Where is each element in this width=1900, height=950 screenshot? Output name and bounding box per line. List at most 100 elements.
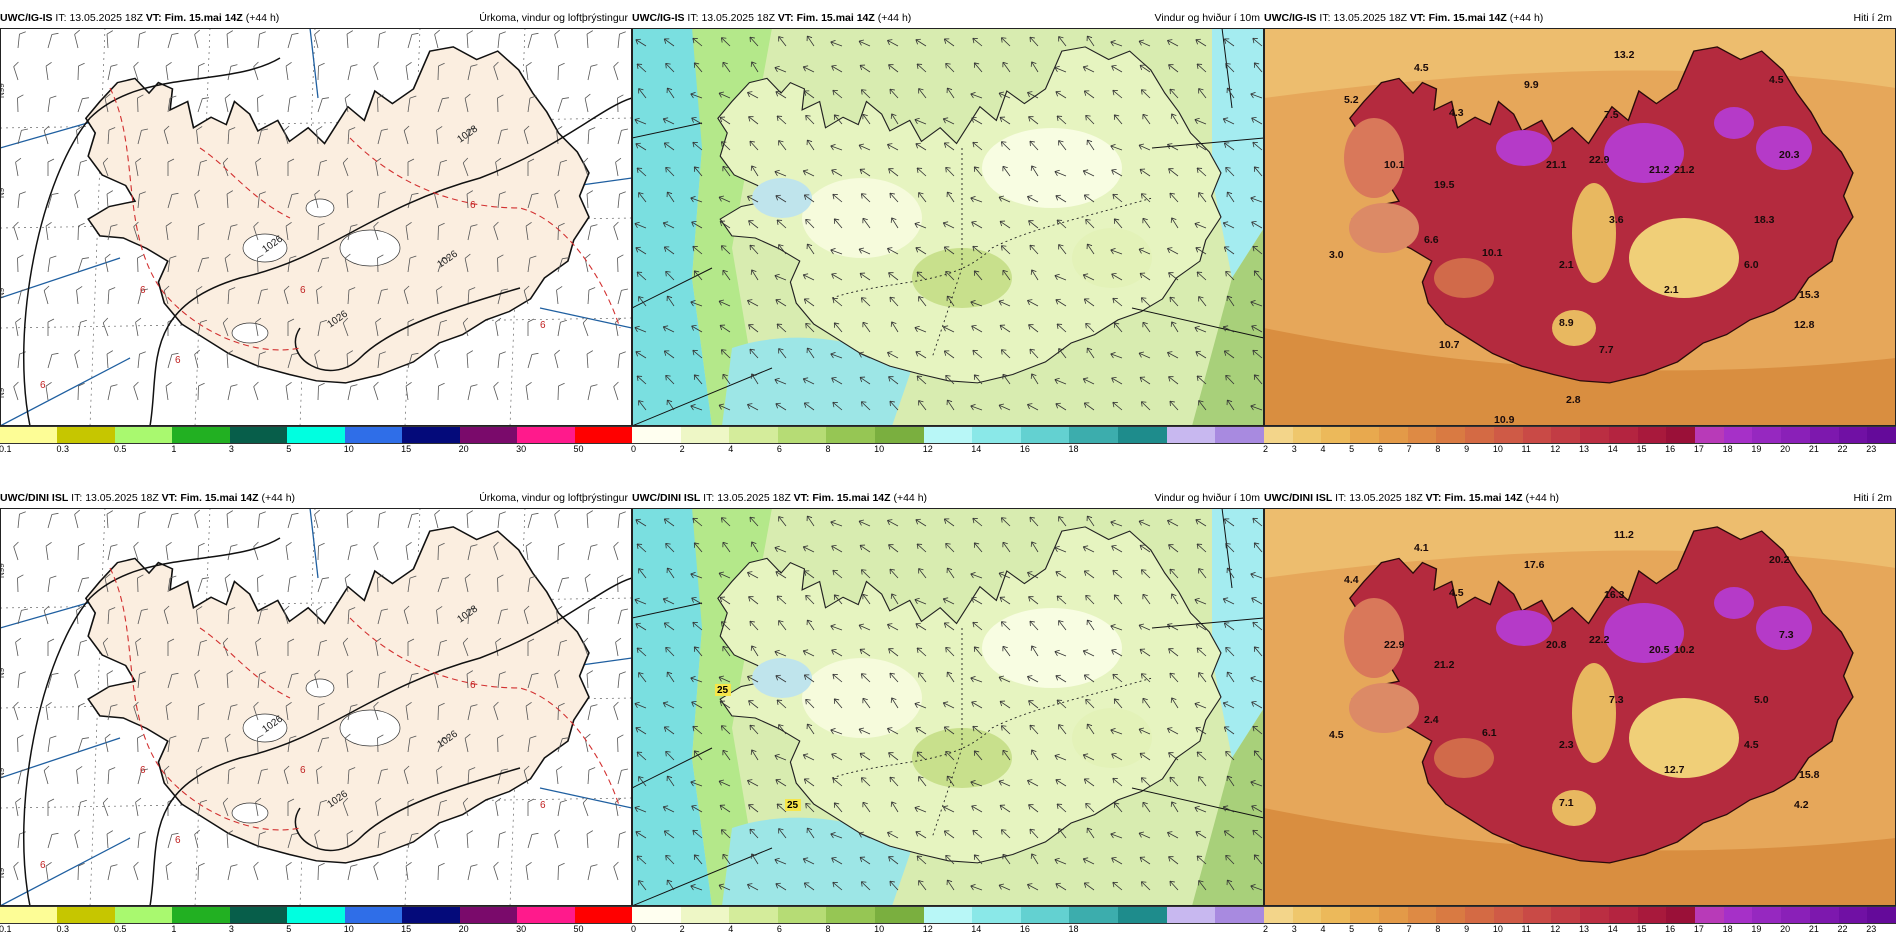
wind-barb-flag xyxy=(314,669,320,675)
wind-arrow xyxy=(1250,884,1263,891)
wind-barb-staff xyxy=(226,194,229,209)
wind-arrow-shaft xyxy=(861,881,871,891)
wind-arrow-shaft xyxy=(946,567,955,579)
wind-arrow-head xyxy=(1002,853,1008,860)
wind-arrow-head xyxy=(998,403,1005,410)
wind-barb xyxy=(133,381,139,401)
wind-barb xyxy=(104,733,111,753)
wind-barb-staff xyxy=(377,610,382,625)
wind-arrow xyxy=(918,672,927,683)
precip-map[interactable]: 1028 1026 1026 1026 6 6 6 6 6 6 N99 N9 N9 N9 xyxy=(0,508,632,906)
wind-arrow-shaft xyxy=(778,828,787,839)
wind-arrow-head xyxy=(1251,325,1257,331)
wind-arrow xyxy=(973,542,983,553)
wind-arrow-shaft xyxy=(806,723,815,735)
wind-barb xyxy=(617,511,626,529)
wind-arrow-head xyxy=(1055,298,1061,305)
glacier-area xyxy=(339,229,401,267)
wind-barb xyxy=(287,512,299,529)
wind-arrow xyxy=(1086,243,1095,255)
wind-arrow-shaft xyxy=(1031,61,1039,73)
wind-arrow xyxy=(750,61,759,73)
wind-barb-flag xyxy=(104,733,111,739)
wind-arrow-shaft xyxy=(858,728,871,735)
meridian-line xyxy=(1131,787,1264,819)
colorbar-swatch xyxy=(1215,427,1264,443)
wind-arrow-head xyxy=(1054,273,1060,280)
precip-map[interactable]: 1028 1026 1026 1026 6 6 6 6 6 6 N99 N9 N9 N9 xyxy=(0,28,632,426)
wind-arrow-shaft xyxy=(862,594,871,605)
wind-arrow-shaft xyxy=(1111,65,1123,73)
wind-arrow-shaft xyxy=(1138,624,1151,631)
wind-barb-flag xyxy=(285,382,292,387)
wind-barb xyxy=(47,672,59,689)
wind-arrow-shaft xyxy=(887,520,899,527)
wind-barb xyxy=(587,224,598,241)
wind-arrow-shaft xyxy=(693,374,703,385)
wind-barb-staff xyxy=(405,546,409,561)
temperature-map[interactable]: 13.2 4.5 5.2 4.3 9.9 4.5 7.5 10.1 21.1 22.9 21.2 21… xyxy=(1264,28,1896,426)
wind-barb xyxy=(346,510,354,529)
colorbar-tick: 10 xyxy=(1492,444,1503,454)
wind-arrow-head xyxy=(1250,300,1256,307)
wind-arrow-shaft xyxy=(1027,884,1039,891)
wind-arrow xyxy=(636,271,647,281)
colorbar-tick: 12 xyxy=(922,924,933,934)
wind-arrow-shaft xyxy=(1031,165,1039,177)
wind-arrow-head xyxy=(665,542,671,549)
wind-barb-flag xyxy=(582,637,589,644)
wind-barb xyxy=(255,157,262,177)
wind-barb-flag xyxy=(314,829,320,835)
init-time: 13.05.2025 18Z xyxy=(85,492,159,504)
wind-barb-flag xyxy=(493,861,499,867)
wind-barb-staff xyxy=(613,386,619,401)
wind-barb-staff xyxy=(405,866,409,881)
wind-barb-staff xyxy=(437,322,441,337)
wind-map[interactable]: 25 25 xyxy=(632,508,1264,906)
wind-arrow-shaft xyxy=(1169,88,1179,99)
wind-arrow-head xyxy=(1194,701,1200,708)
wind-arrow-head xyxy=(915,350,921,357)
wind-arrow-head xyxy=(971,805,977,811)
wind-arrow-shaft xyxy=(1198,192,1207,203)
wind-arrow-head xyxy=(858,519,865,526)
wind-arrow-head xyxy=(999,804,1006,811)
wind-barb-flag xyxy=(436,606,443,611)
lead-time: (+44 h) xyxy=(1525,492,1560,504)
wind-arrow xyxy=(666,567,675,579)
wind-barb xyxy=(137,831,146,849)
wind-barb-flag xyxy=(257,254,264,259)
wind-arrow-shaft xyxy=(831,753,843,761)
wind-arrow-shaft xyxy=(946,671,955,683)
wind-arrow-head xyxy=(747,571,753,578)
wind-arrow-head xyxy=(1223,518,1230,524)
wind-arrow xyxy=(832,297,843,307)
wind-barb-staff xyxy=(47,194,53,209)
wind-arrow xyxy=(887,351,899,359)
wind-arrow-head xyxy=(805,218,811,225)
wind-arrow-head xyxy=(693,646,700,652)
wind-barb-flag xyxy=(318,62,325,67)
wind-arrow-head xyxy=(1167,143,1173,150)
wind-arrow xyxy=(693,542,703,553)
wind-map-panel-igis: UWC/IG-IS IT: 13.05.2025 18Z VT: Fim. 15… xyxy=(631,10,1264,470)
wind-barb-staff xyxy=(437,802,441,817)
wind-arrow xyxy=(1083,90,1095,99)
wind-arrow-shaft xyxy=(1250,301,1263,307)
wind-arrow-head xyxy=(1140,89,1147,95)
wind-arrow-head xyxy=(634,805,640,812)
wind-arrow-shaft xyxy=(1110,353,1123,359)
wind-barb-staff xyxy=(165,866,169,881)
wind-barb-staff xyxy=(373,866,379,881)
colorbar-tick: 0.3 xyxy=(56,444,69,454)
wind-arrow-head xyxy=(1112,297,1118,304)
wind-arrow xyxy=(833,114,843,125)
wind-arrow-shaft xyxy=(970,781,983,787)
wind-barb-flag xyxy=(133,381,139,387)
wind-barb xyxy=(107,224,118,241)
temperature-label: 16.3 xyxy=(1604,589,1625,601)
wind-map[interactable] xyxy=(632,28,1264,426)
wind-arrow-shaft xyxy=(1167,728,1179,735)
temperature-map[interactable]: 11.2 4.1 4.4 4.5 17.6 20.2 16.3 22.9 20.8 22.2 20.… xyxy=(1264,508,1896,906)
wind-barb-staff xyxy=(347,546,352,561)
